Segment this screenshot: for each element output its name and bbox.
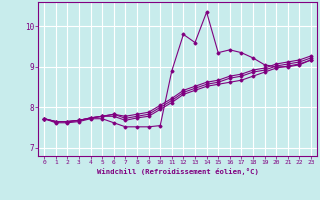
X-axis label: Windchill (Refroidissement éolien,°C): Windchill (Refroidissement éolien,°C): [97, 168, 259, 175]
